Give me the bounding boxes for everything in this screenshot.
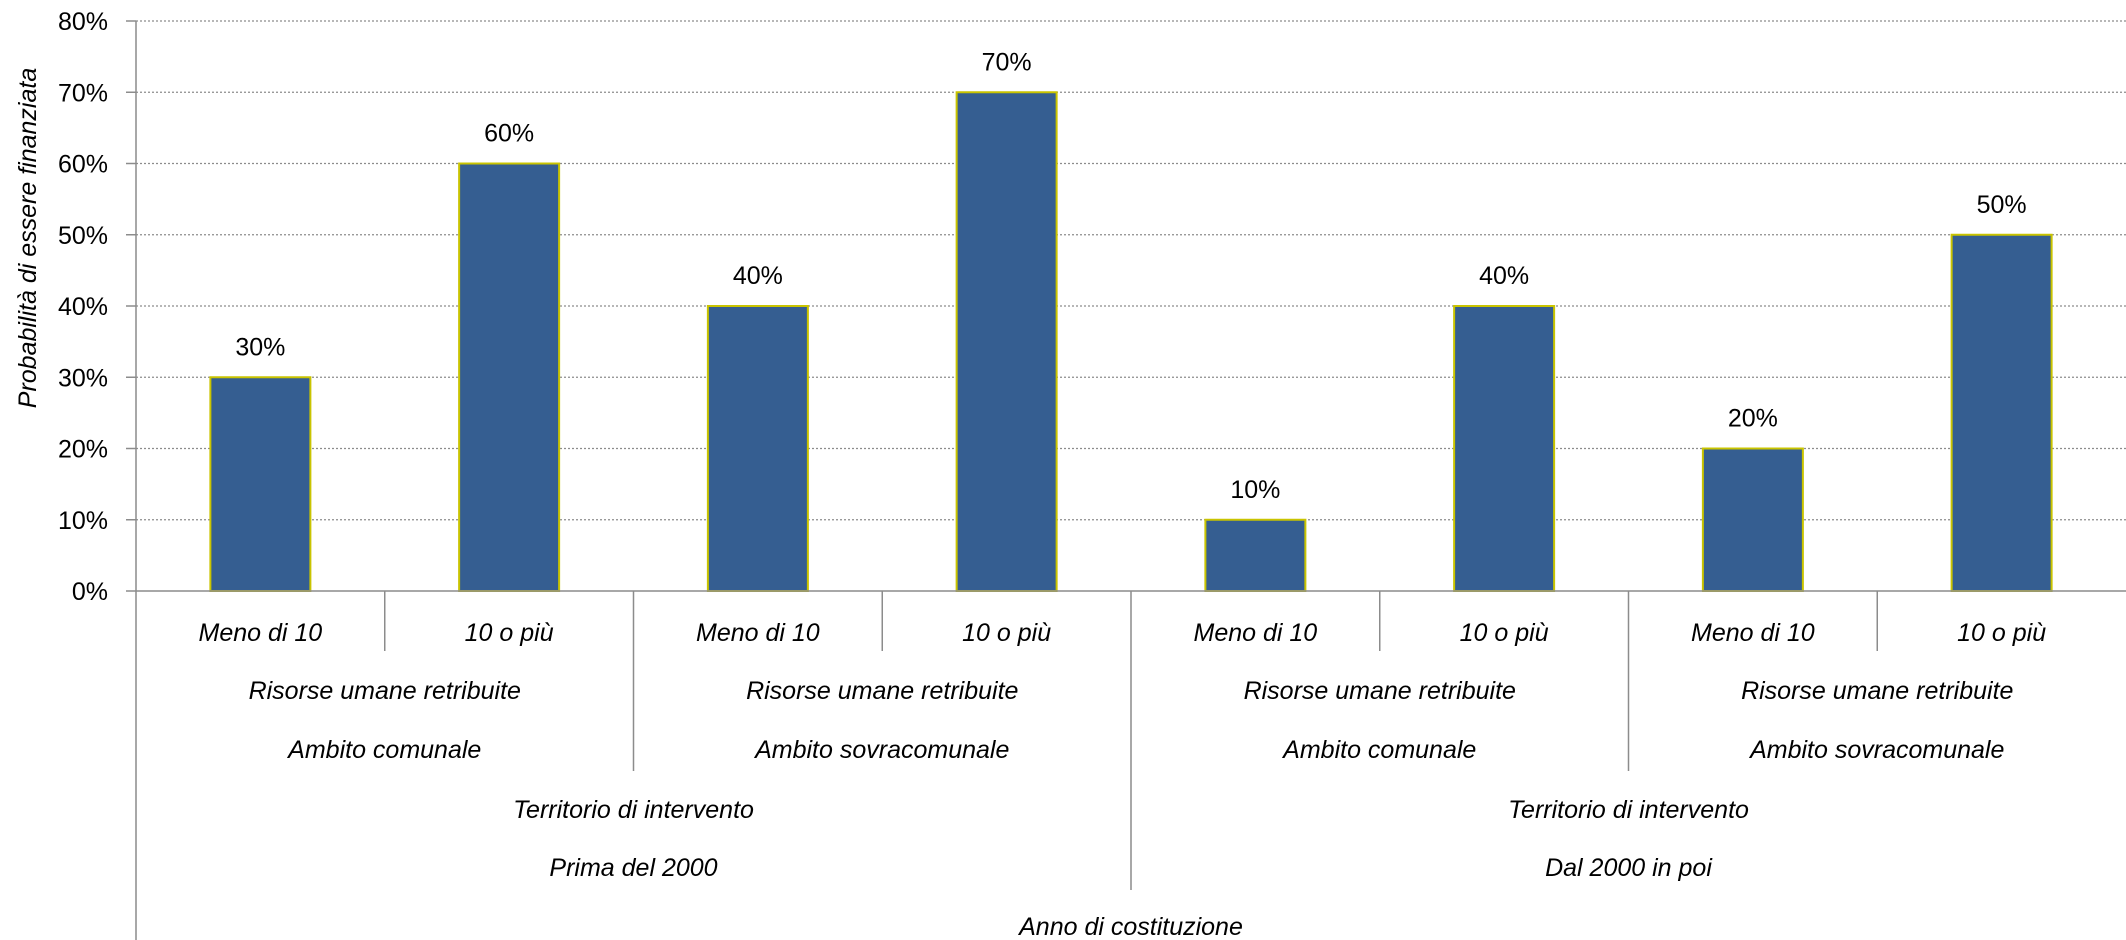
category-label: 10 o più: [465, 619, 554, 647]
data-labels: 30% 60% 40% 70% 10% 40% 20% 50%: [235, 48, 2026, 504]
bars: [209, 91, 2053, 592]
y-tick-label: 40%: [58, 293, 108, 321]
category-label: Ambito comunale: [1281, 736, 1476, 764]
category-label: Territorio di intervento: [513, 796, 754, 824]
category-label: Meno di 10: [199, 619, 323, 647]
category-label: 10 o più: [1460, 619, 1549, 647]
category-label: Risorse umane retribuite: [249, 677, 521, 705]
data-label: 30%: [235, 333, 285, 361]
y-axis-label: Probabilità di essere finanziata: [14, 68, 42, 409]
data-label: 50%: [1977, 191, 2027, 219]
y-tick-label: 70%: [58, 79, 108, 107]
bar: [706, 305, 809, 592]
category-label: Ambito sovracomunale: [1748, 736, 2004, 764]
category-label: Meno di 10: [1194, 619, 1318, 647]
data-label: 70%: [982, 48, 1032, 76]
category-label: Ambito comunale: [286, 736, 481, 764]
bar: [458, 162, 561, 592]
y-tick-label: 30%: [58, 364, 108, 392]
category-label: Risorse umane retribuite: [1244, 677, 1516, 705]
data-label: 40%: [733, 262, 783, 290]
y-tick-label: 10%: [58, 507, 108, 535]
bar: [1701, 447, 1804, 592]
y-tick-label: 0%: [72, 578, 108, 606]
category-label: Anno di costituzione: [1017, 913, 1243, 940]
category-axis: Meno di 10 10 o più Meno di 10 10 o più Meno…: [199, 591, 2046, 940]
bar: [1204, 518, 1307, 592]
gridlines: [136, 20, 2126, 521]
category-label: Territorio di intervento: [1508, 796, 1749, 824]
y-tick-label: 20%: [58, 436, 108, 464]
data-label: 20%: [1728, 405, 1778, 433]
category-label: Meno di 10: [1691, 619, 1815, 647]
category-label: Ambito sovracomunale: [753, 736, 1009, 764]
category-label: Prima del 2000: [549, 854, 717, 882]
category-label: Meno di 10: [696, 619, 820, 647]
y-axis-ticks: 0% 10% 20% 30% 40% 50% 60% 70% 80%: [58, 8, 136, 606]
data-label: 60%: [484, 120, 534, 148]
data-label: 10%: [1230, 476, 1280, 504]
y-tick-label: 50%: [58, 222, 108, 250]
bar: [209, 376, 312, 592]
y-tick-label: 80%: [58, 8, 108, 36]
data-label: 40%: [1479, 262, 1529, 290]
bar: [1453, 305, 1556, 592]
category-label: 10 o più: [1957, 619, 2046, 647]
category-label: Risorse umane retribuite: [746, 677, 1018, 705]
category-label: 10 o più: [962, 619, 1051, 647]
bar: [1950, 233, 2053, 592]
category-label: Risorse umane retribuite: [1741, 677, 2013, 705]
bar: [955, 91, 1058, 592]
y-tick-label: 60%: [58, 151, 108, 179]
category-label: Dal 2000 in poi: [1545, 854, 1713, 882]
